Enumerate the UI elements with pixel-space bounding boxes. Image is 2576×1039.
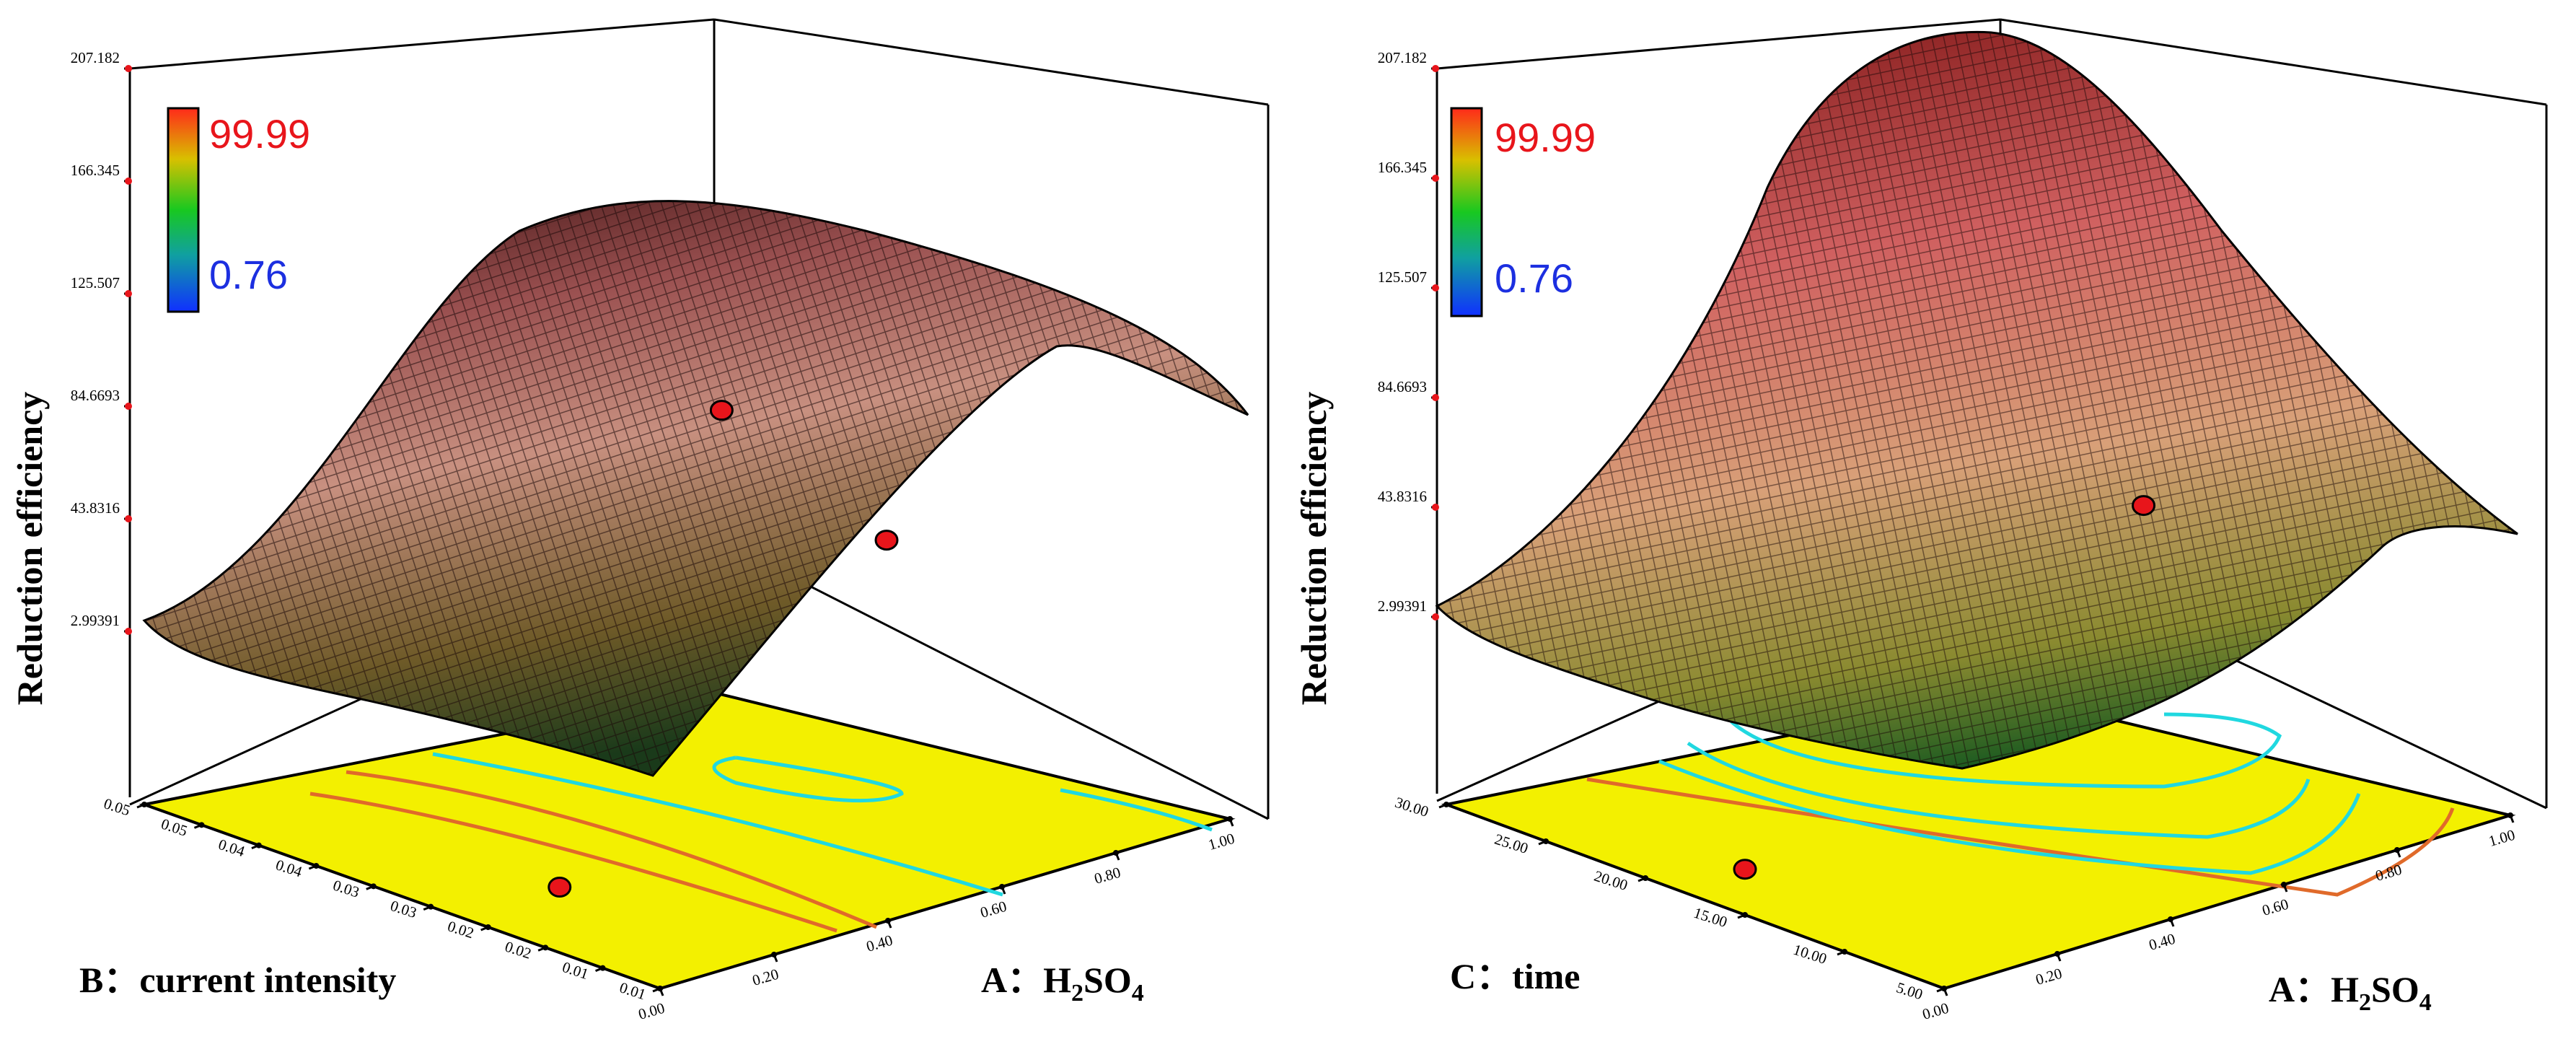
z-tick-dot <box>125 290 132 297</box>
z-tick-dot <box>125 628 132 635</box>
z-tick-label: 125.507 <box>71 274 120 291</box>
x-tick-label: 0.20 <box>750 965 781 989</box>
legend-max-left: 99.99 <box>209 111 310 157</box>
y-axis-label-right: C：time <box>1450 956 1581 996</box>
z-tick-label: 43.8316 <box>1378 488 1427 505</box>
x-tick-dot <box>2054 951 2060 957</box>
legend-left: 99.99 0.76 <box>167 107 310 313</box>
y-tick-dot <box>141 802 147 807</box>
legend-min-left: 0.76 <box>209 252 288 297</box>
design-point <box>874 530 899 551</box>
x-tick-dot <box>2507 812 2513 818</box>
z-tick-dot <box>1432 504 1439 511</box>
z-tick-label: 166.345 <box>1378 159 1427 176</box>
z-tick-label: 2.99391 <box>71 612 120 629</box>
z-tick-label: 166.345 <box>71 162 120 179</box>
z-tick-dot <box>1432 65 1439 72</box>
x-tick-label: 0.20 <box>2034 965 2064 988</box>
z-tick-dot <box>1432 284 1439 291</box>
design-point <box>709 400 734 421</box>
z-tick-dot <box>125 65 132 72</box>
z-tick-dot <box>125 177 132 185</box>
surface-right <box>1435 30 2518 770</box>
x-tick-label: 0.60 <box>978 898 1008 921</box>
x-tick-dot <box>1227 816 1233 822</box>
y-tick-dot <box>428 903 434 910</box>
surface-left <box>142 200 1249 777</box>
x-tick-label: 0.40 <box>864 931 894 955</box>
z-tick-label: 125.507 <box>1378 268 1427 286</box>
y-tick-label: 0.05 <box>102 794 132 819</box>
x-tick-dot <box>1113 850 1119 856</box>
x-axis-label-left: A：H2SO4 <box>981 960 1144 1007</box>
x-tick-dot <box>2168 916 2173 922</box>
x-tick-label: 1.00 <box>2487 826 2517 850</box>
z-tick-label: 2.99391 <box>1378 597 1427 615</box>
y-tick-dot <box>198 822 205 828</box>
z-tick-label: 207.182 <box>71 49 120 66</box>
y-tick-dot <box>1643 875 1648 881</box>
y-tick-label: 30.00 <box>1393 794 1430 820</box>
y-tick-dot <box>485 924 491 930</box>
x-axis-label-right: A：H2SO4 <box>2269 969 2432 1016</box>
y-tick-label: 5.00 <box>1894 978 1925 1003</box>
z-ticks-right: 207.182 166.345 125.507 84.6693 43.8316 2.993… <box>1378 49 1439 621</box>
design-point <box>548 877 572 898</box>
x-tick-dot <box>1941 986 1947 991</box>
x-tick-dot <box>2281 882 2287 887</box>
x-tick-label: 0.00 <box>636 999 667 1023</box>
x-tick-label: 1.00 <box>1206 830 1236 854</box>
y-tick-dot <box>370 883 377 890</box>
y-tick-dot <box>1443 802 1449 807</box>
z-tick-dot <box>1432 175 1439 182</box>
z-tick-label: 84.6693 <box>71 387 120 404</box>
x-tick-label: 0.80 <box>1092 864 1122 887</box>
z-axis-label-right: Reduction efficiency <box>1293 392 1334 706</box>
z-tick-label: 84.6693 <box>1378 378 1427 395</box>
z-axis-label-left: Reduction efficiency <box>9 392 50 706</box>
design-point <box>1733 859 1757 880</box>
base-plane-left <box>139 691 1236 991</box>
y-tick-dot <box>599 965 606 971</box>
z-tick-label: 43.8316 <box>71 499 120 517</box>
x-tick-dot <box>2394 847 2400 853</box>
y-tick-dot <box>1842 949 1847 955</box>
z-ticks-left: 207.182 166.345 125.507 84.6693 43.8316 2.993… <box>71 49 132 635</box>
z-tick-dot <box>1432 613 1439 621</box>
y-tick-dot <box>1742 912 1748 918</box>
contours-right <box>1586 712 2455 897</box>
y-tick-dot <box>313 863 320 869</box>
x-tick-label: 0.80 <box>2373 861 2404 885</box>
chart-right: 207.182 166.345 125.507 84.6693 43.8316 2.993… <box>1293 18 2548 1023</box>
design-points-left <box>548 400 899 898</box>
x-tick-label: 0.00 <box>1920 999 1951 1023</box>
x-tick-label: 0.60 <box>2260 895 2290 919</box>
z-tick-dot <box>125 403 132 410</box>
design-point <box>2132 495 2156 517</box>
y-tick-dot <box>542 944 549 951</box>
x-tick-dot <box>885 918 891 924</box>
z-tick-dot <box>125 515 132 522</box>
x-tick-dot <box>999 884 1005 890</box>
y-tick-dot <box>1543 838 1549 844</box>
z-tick-dot <box>1432 394 1439 401</box>
legend-min-right: 0.76 <box>1495 255 1573 301</box>
design-points-right <box>1733 495 2156 880</box>
x-tick-label: 0.40 <box>2147 930 2177 954</box>
legend-right: 99.99 0.76 <box>1450 107 1596 317</box>
legend-max-right: 99.99 <box>1495 115 1596 160</box>
x-tick-dot <box>771 952 777 957</box>
contours-left <box>309 752 1213 933</box>
x-tick-dot <box>657 986 663 991</box>
y-tick-dot <box>255 842 262 849</box>
z-tick-label: 207.182 <box>1378 49 1427 66</box>
y-axis-label-left: B：current intensity <box>79 960 396 1000</box>
chart-left: 207.182 166.345 125.507 84.6693 43.8316 2.993… <box>9 18 1270 1023</box>
